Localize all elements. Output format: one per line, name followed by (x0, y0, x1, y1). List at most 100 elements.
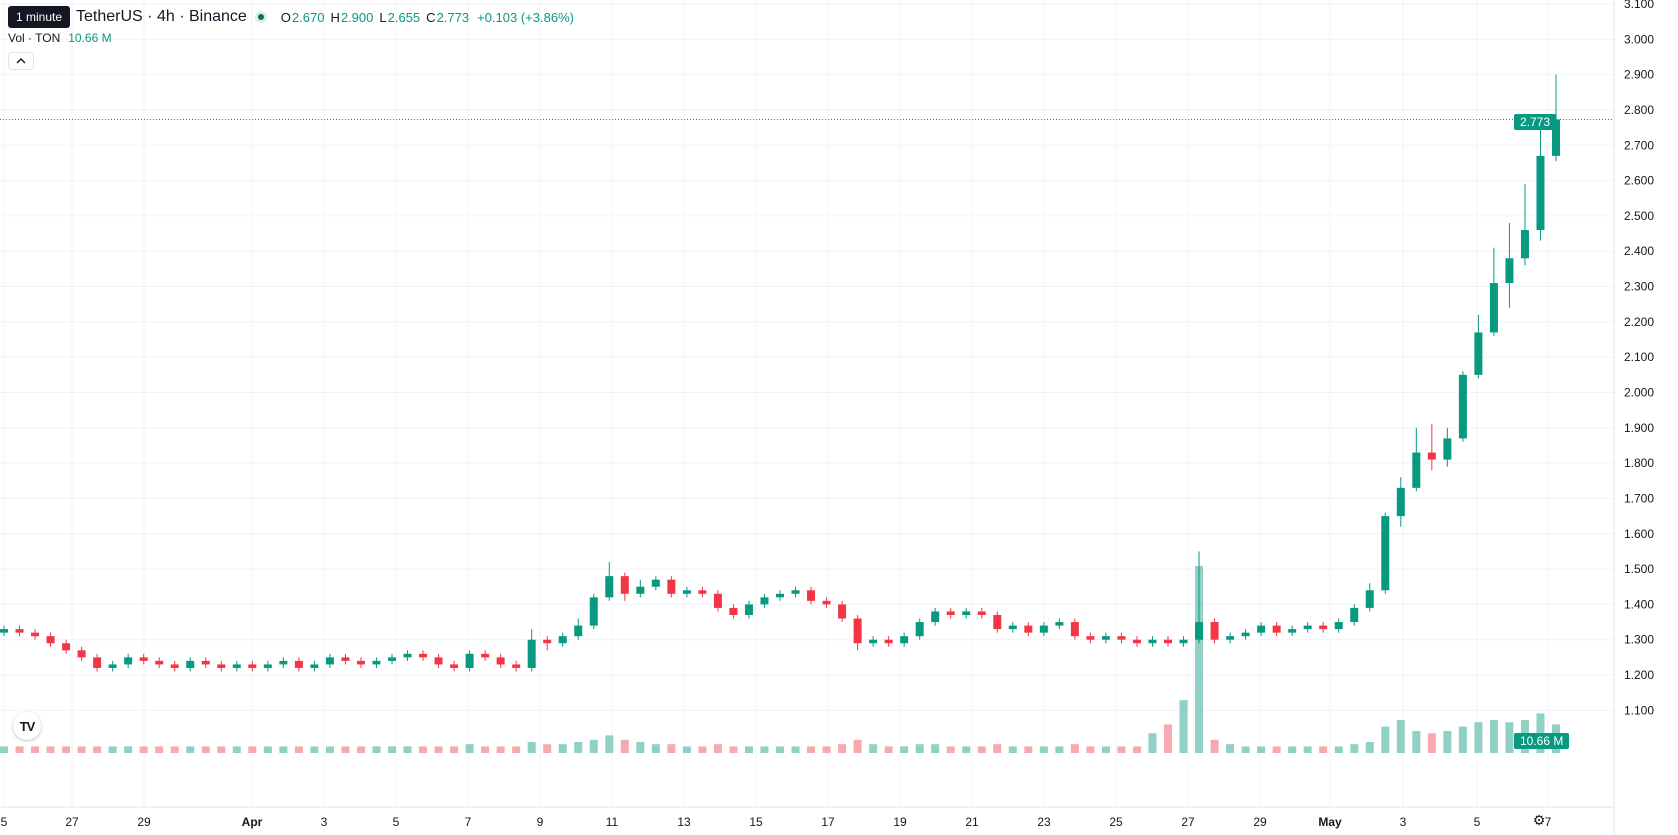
time-tick-label: 29 (137, 815, 151, 829)
open-key: O (280, 9, 291, 25)
volume-bar (574, 742, 583, 753)
volume-legend: Vol · TON 10.66 M (8, 31, 112, 45)
candle (1396, 477, 1405, 527)
candle (1427, 424, 1436, 471)
candle (1210, 618, 1219, 644)
candle (682, 586, 691, 598)
candle (1039, 622, 1048, 637)
last-price-badge: 2.773 (1514, 114, 1557, 130)
candle (93, 653, 102, 672)
timeframe-tooltip: 1 minute (8, 6, 71, 28)
price-axis[interactable]: 3.100 3.000 2.900 2.800 2.700 2.600 2.500 2.400… (1613, 0, 1654, 835)
volume-bar (1132, 746, 1141, 753)
volume-bar (838, 744, 847, 753)
time-tick-label: 29 (1253, 815, 1267, 829)
volume-bar (1148, 733, 1157, 753)
candle (1179, 636, 1188, 647)
volume-bar (1350, 744, 1359, 753)
price-tick-label: 1.400 (1624, 597, 1654, 611)
candle (294, 657, 303, 672)
candle (217, 660, 226, 672)
candle (341, 653, 350, 665)
price-tick-label: 1.300 (1624, 633, 1654, 647)
collapse-legend-button[interactable] (8, 52, 34, 70)
candle (139, 653, 148, 665)
candle (651, 576, 660, 591)
volume-bar (325, 746, 334, 753)
volume-bar (915, 744, 924, 753)
candle (1381, 512, 1390, 594)
volume-bar (279, 746, 288, 753)
candle (1024, 622, 1033, 637)
candle (900, 632, 909, 647)
volume-bar (900, 746, 909, 753)
volume-bar (729, 746, 738, 753)
volume-bar (698, 746, 707, 753)
gear-icon[interactable]: ⚙ (1532, 812, 1546, 828)
candle (170, 660, 179, 672)
time-axis[interactable]: 5 27 29 Apr 3 5 7 9 11 13 15 17 19 21 23 25 27 29 May 3 5 7 (0, 806, 1614, 829)
volume-bar (46, 746, 55, 753)
price-tick-label: 1.700 (1624, 491, 1654, 505)
candle (698, 586, 707, 598)
time-tick-label: 15 (749, 815, 763, 829)
volume-bars (0, 566, 1560, 753)
candle (791, 586, 800, 598)
volume-bar (1381, 726, 1390, 753)
candle (1520, 184, 1529, 266)
candle (962, 607, 971, 619)
candles (0, 74, 1560, 672)
volume-bar (1101, 746, 1110, 753)
price-tick-label: 1.200 (1624, 668, 1654, 682)
price-tick-label: 2.700 (1624, 138, 1654, 152)
volume-bar (776, 746, 784, 753)
symbol-title[interactable]: TetherUS · 4h · Binance (76, 8, 247, 25)
price-tick-label: 2.100 (1624, 350, 1654, 364)
volume-bar (1334, 746, 1343, 753)
volume-bar (931, 744, 940, 753)
candle (605, 562, 614, 601)
candle (1303, 622, 1312, 633)
market-status-icon[interactable] (254, 11, 267, 23)
time-tick-label: 25 (1109, 815, 1123, 829)
time-tick-label: 5 (1474, 815, 1481, 829)
volume-bar (1179, 700, 1188, 753)
tradingview-logo-icon[interactable]: TV (13, 712, 41, 740)
time-tick-label: 13 (677, 815, 691, 829)
volume-bar (186, 746, 195, 753)
volume-bar (1039, 746, 1048, 753)
volume-bar (1288, 746, 1297, 753)
candle (1148, 636, 1157, 647)
candle (15, 625, 24, 637)
volume-bar (1164, 724, 1172, 753)
volume-bar (465, 744, 474, 753)
volume-bar (543, 744, 552, 753)
candle (822, 597, 831, 608)
volume-bar (1210, 739, 1219, 753)
price-tick-label: 3.000 (1624, 32, 1654, 46)
time-tick-label: 23 (1037, 815, 1051, 829)
candle (993, 611, 1002, 633)
volume-bar (1272, 746, 1281, 753)
volume-bar (434, 746, 443, 753)
price-tick-label: 2.200 (1624, 315, 1654, 329)
candle (108, 660, 117, 672)
candle (310, 660, 319, 672)
candle (636, 579, 645, 598)
price-tick-label: 2.000 (1624, 385, 1654, 399)
candle (403, 650, 412, 661)
volume-bar (450, 746, 459, 753)
high-key: H (330, 9, 340, 25)
price-tick-label: 3.100 (1624, 0, 1654, 11)
volume-bar (993, 744, 1002, 753)
volume-bar (1396, 720, 1405, 753)
volume-bar (388, 746, 396, 753)
volume-bar (31, 746, 40, 753)
price-tick-label: 2.400 (1624, 244, 1654, 258)
price-tick-label: 2.300 (1624, 280, 1654, 294)
candle (1412, 427, 1421, 492)
candle (1132, 636, 1141, 647)
volume-bar (419, 746, 428, 753)
price-tick-label: 2.500 (1624, 209, 1654, 223)
